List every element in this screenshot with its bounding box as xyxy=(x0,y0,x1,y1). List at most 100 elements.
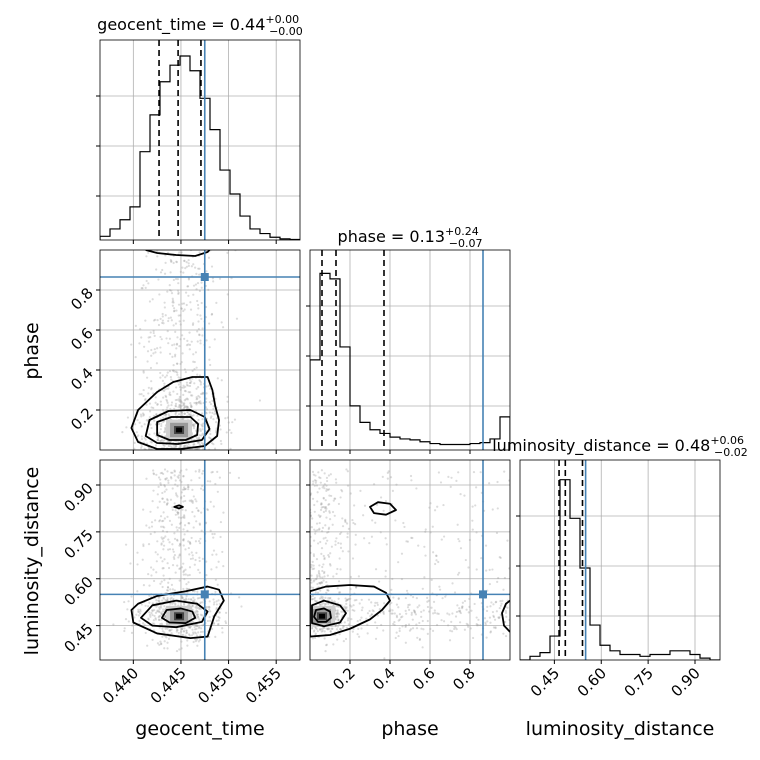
hist-bars-phase xyxy=(310,250,510,450)
sample-point xyxy=(182,403,185,407)
sample-point xyxy=(196,610,199,613)
sample-point xyxy=(198,434,201,437)
sample-point xyxy=(152,473,156,476)
sample-point xyxy=(168,577,171,580)
sample-point xyxy=(334,478,338,481)
sample-point xyxy=(163,468,167,471)
sample-point xyxy=(422,628,425,631)
sample-point xyxy=(201,624,204,627)
sample-point xyxy=(212,621,215,625)
sample-point xyxy=(159,605,162,608)
sample-point xyxy=(169,393,172,397)
sample-point xyxy=(124,618,128,621)
sample-point xyxy=(156,255,159,258)
sample-point xyxy=(211,399,214,402)
sample-point xyxy=(145,255,148,258)
sample-point xyxy=(339,542,342,545)
sample-point xyxy=(313,599,317,602)
sample-point xyxy=(188,553,191,556)
sample-point xyxy=(176,564,179,567)
sample-point xyxy=(183,399,186,402)
sample-point xyxy=(166,599,169,602)
sample-point xyxy=(212,622,216,625)
sample-point xyxy=(499,600,502,603)
sample-point xyxy=(318,603,321,606)
sample-point xyxy=(161,610,164,613)
sample-point xyxy=(163,579,166,582)
sample-point xyxy=(197,307,200,310)
sample-point xyxy=(320,547,324,550)
sample-point xyxy=(171,297,174,300)
sample-point xyxy=(351,608,354,612)
sample-point xyxy=(184,548,187,551)
sample-point xyxy=(163,438,166,442)
sample-point xyxy=(147,543,151,546)
sample-point xyxy=(181,596,184,600)
sample-point xyxy=(193,515,196,518)
sample-point xyxy=(166,586,170,589)
sample-point xyxy=(194,470,197,473)
contour-1-0 xyxy=(161,607,197,625)
xtick-label-luminosity_distance-1: 0.60 xyxy=(574,664,610,700)
sample-point xyxy=(198,542,202,545)
sample-point xyxy=(166,401,169,405)
sample-point xyxy=(194,610,197,613)
sample-point xyxy=(316,491,319,494)
sample-point xyxy=(209,363,212,367)
sample-point xyxy=(182,302,186,305)
sample-point xyxy=(380,623,383,627)
sample-point xyxy=(346,484,350,487)
sample-point xyxy=(180,628,183,631)
sample-point xyxy=(167,548,170,551)
sample-point xyxy=(199,314,202,317)
sample-point xyxy=(458,607,461,610)
sample-point xyxy=(178,320,181,323)
sample-point xyxy=(160,424,163,428)
sample-point xyxy=(180,497,183,500)
sample-point xyxy=(321,486,324,489)
sample-point xyxy=(197,540,201,543)
sample-point xyxy=(318,487,321,490)
sample-point xyxy=(321,596,324,599)
sample-point xyxy=(311,517,314,520)
ytick-label-luminosity_distance-2: 0.75 xyxy=(60,526,96,562)
sample-point xyxy=(186,339,189,342)
sample-point xyxy=(456,573,460,576)
sample-point xyxy=(398,618,401,621)
sample-point xyxy=(193,628,197,631)
sample-point xyxy=(323,487,326,490)
sample-point xyxy=(182,475,185,478)
sample-point xyxy=(318,581,321,585)
sample-point xyxy=(372,483,376,486)
sample-point xyxy=(176,392,179,396)
sample-point xyxy=(220,321,223,324)
sample-point xyxy=(314,532,317,535)
sample-point xyxy=(346,609,349,612)
sample-point xyxy=(324,596,327,599)
sample-point xyxy=(318,515,322,519)
sample-point xyxy=(178,381,182,384)
sample-point xyxy=(321,629,324,632)
sample-point xyxy=(174,483,177,486)
sample-point xyxy=(489,621,492,624)
sample-point xyxy=(186,483,190,487)
sample-point xyxy=(437,560,440,564)
sample-point xyxy=(165,636,168,639)
sample-point xyxy=(370,613,373,616)
sample-point xyxy=(174,330,177,333)
sample-point xyxy=(184,487,187,490)
sample-point xyxy=(190,265,193,268)
sample-point xyxy=(160,622,163,625)
sample-point xyxy=(345,607,348,610)
sample-point xyxy=(167,637,171,641)
sample-point xyxy=(492,603,495,606)
sample-point xyxy=(387,470,390,473)
sample-point xyxy=(312,564,315,567)
sample-point xyxy=(316,574,319,577)
sample-point xyxy=(174,322,178,325)
sample-point xyxy=(406,606,410,609)
sample-point xyxy=(311,483,315,486)
sample-point xyxy=(136,419,139,422)
hist-panel-phase xyxy=(306,249,511,454)
hist-bars-geocent_time xyxy=(100,40,300,240)
